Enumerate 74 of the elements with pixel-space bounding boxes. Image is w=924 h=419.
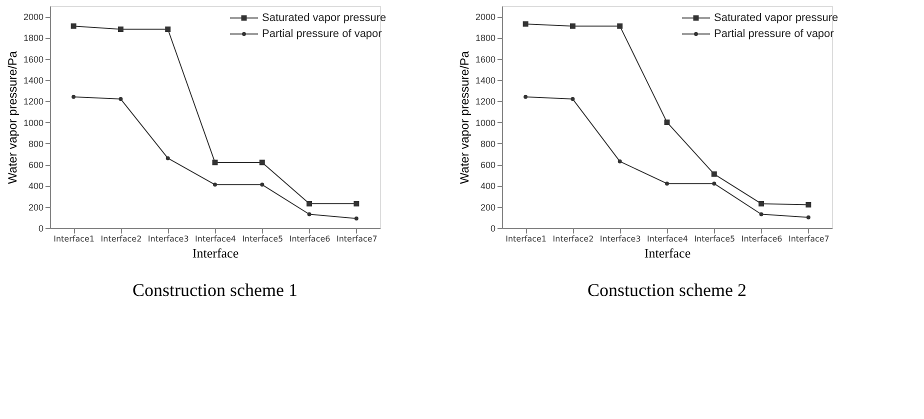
x-tick-label: Interface4: [647, 234, 688, 244]
y-tick-label: 1000: [23, 118, 44, 128]
x-tick-label: Interface5: [242, 234, 284, 244]
legend-label: Partial pressure of vapor: [714, 28, 834, 40]
x-axis-title: Interface: [192, 246, 239, 260]
y-tick-label: 1200: [475, 96, 496, 107]
point: [522, 21, 528, 27]
x-tick-label: Interface3: [600, 234, 641, 244]
point: [259, 160, 265, 166]
point: [618, 159, 622, 164]
x-tick-label: Interface6: [289, 234, 330, 244]
y-tick-label: 1800: [475, 33, 496, 44]
y-tick-label: 0: [490, 224, 496, 234]
point: [524, 94, 528, 99]
point: [665, 182, 669, 186]
y-tick-label: 1400: [475, 76, 496, 86]
y-tick-label: 800: [480, 138, 496, 149]
y-tick-label: 1600: [23, 54, 44, 64]
x-tick-label: Interface2: [552, 234, 594, 244]
y-tick-label: 200: [28, 202, 44, 212]
y-axis-title: Water vapor pressure/Pa: [5, 50, 20, 184]
point: [570, 97, 575, 102]
x-tick-label: Interface1: [54, 234, 95, 244]
point: [118, 26, 124, 32]
y-tick-label: 1400: [23, 76, 44, 86]
point: [212, 160, 218, 166]
y-tick-label: 800: [28, 138, 44, 149]
point: [712, 182, 716, 186]
y-tick-label: 200: [480, 202, 496, 212]
point: [664, 120, 670, 126]
x-tick-label: Interface2: [100, 234, 142, 244]
x-tick-label: Interface7: [336, 234, 378, 244]
legend-label: Saturated vapor pressure: [714, 12, 838, 24]
point: [306, 200, 312, 206]
y-tick-label: 2000: [23, 12, 44, 22]
y-tick-label: 1600: [475, 54, 496, 64]
x-tick-label: Interface7: [788, 234, 830, 244]
y-tick-label: 1800: [23, 33, 44, 44]
y-tick-label: 1000: [475, 118, 496, 128]
y-tick-label: 400: [28, 181, 44, 192]
point: [711, 171, 717, 177]
y-tick-label: 2000: [475, 12, 496, 22]
legend-label: Partial pressure of vapor: [262, 28, 382, 40]
point: [165, 26, 171, 32]
point: [617, 23, 623, 29]
y-tick-label: 600: [28, 160, 44, 170]
legend-label: Saturated vapor pressure: [262, 12, 386, 24]
point: [260, 182, 264, 187]
text: Construction scheme 1: [132, 280, 298, 300]
point: [307, 212, 312, 216]
x-tick-label: Interface3: [148, 234, 189, 244]
point: [118, 97, 123, 102]
y-tick-label: 600: [480, 160, 496, 170]
y-tick-label: 1200: [23, 96, 44, 107]
y-tick-label: 0: [38, 224, 44, 234]
text: Constuction scheme 2: [588, 280, 746, 300]
point: [166, 156, 170, 160]
x-tick-label: Interface6: [741, 234, 782, 244]
y-axis-title: Water vapor pressure/Pa: [457, 50, 472, 184]
point: [570, 23, 576, 29]
point: [72, 94, 76, 99]
x-tick-label: Interface1: [506, 234, 547, 244]
point: [354, 216, 358, 220]
point: [759, 212, 764, 216]
point: [806, 202, 812, 208]
point: [758, 200, 764, 206]
point: [806, 215, 810, 220]
point: [70, 23, 76, 29]
point: [213, 182, 217, 187]
x-tick-label: Interface4: [195, 234, 236, 244]
point: [354, 200, 360, 206]
x-axis-title: Interface: [644, 246, 691, 260]
y-tick-label: 400: [480, 181, 496, 192]
x-tick-label: Interface5: [694, 234, 736, 244]
